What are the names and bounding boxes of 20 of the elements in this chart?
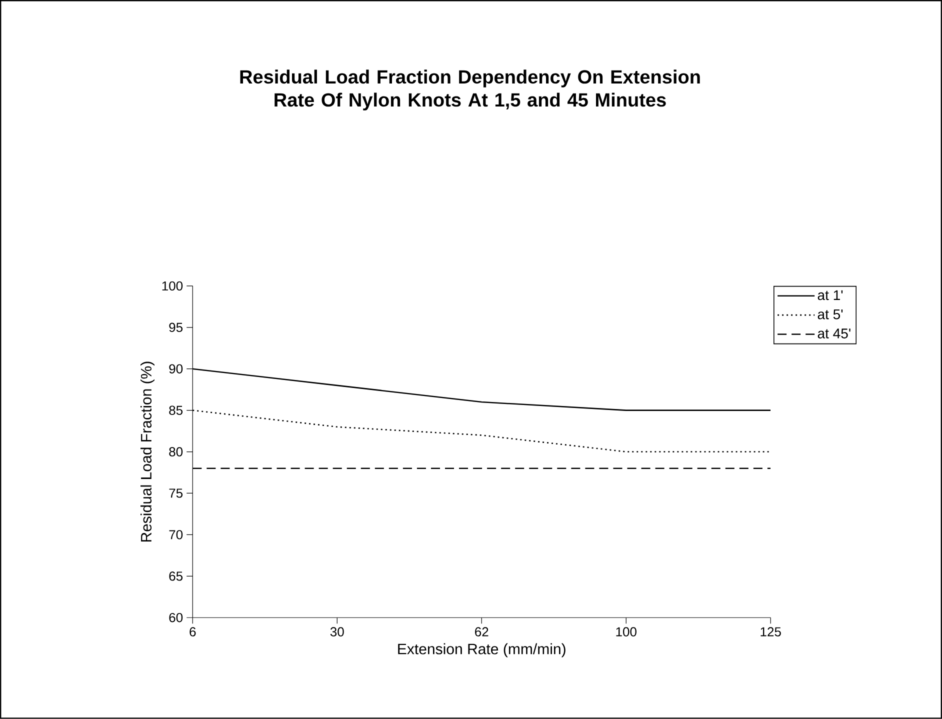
y-tick-label: 60 — [169, 613, 183, 622]
y-tick-label: 75 — [169, 488, 183, 498]
y-tick-label: 85 — [169, 406, 183, 415]
x-tick-label: 62 — [475, 627, 488, 636]
y-tick-label: 70 — [169, 530, 183, 540]
legend-label: at 45' — [818, 328, 850, 338]
y-axis-title: Residual Load Fraction (%) — [140, 362, 154, 542]
y-tick-label: 90 — [169, 364, 183, 374]
x-tick-label: 30 — [330, 627, 344, 636]
x-tick-label: 100 — [616, 627, 636, 636]
y-tick-label: 80 — [169, 447, 183, 456]
legend-label: at 5' — [818, 310, 843, 320]
legend-label: at 1' — [818, 290, 843, 300]
y-tick-label: 95 — [169, 322, 183, 332]
y-tick-label: 65 — [169, 572, 183, 581]
x-axis-title: Extension Rate (mm/min) — [398, 643, 566, 658]
x-tick-label: 125 — [760, 627, 781, 636]
x-tick-label: 6 — [190, 627, 196, 636]
y-tick-label: 100 — [162, 281, 183, 291]
chart-title: Residual Load Fraction Dependency On Extension Rate Of Nylon Knots At 1,5 and 45 Minutes — [240, 70, 700, 110]
